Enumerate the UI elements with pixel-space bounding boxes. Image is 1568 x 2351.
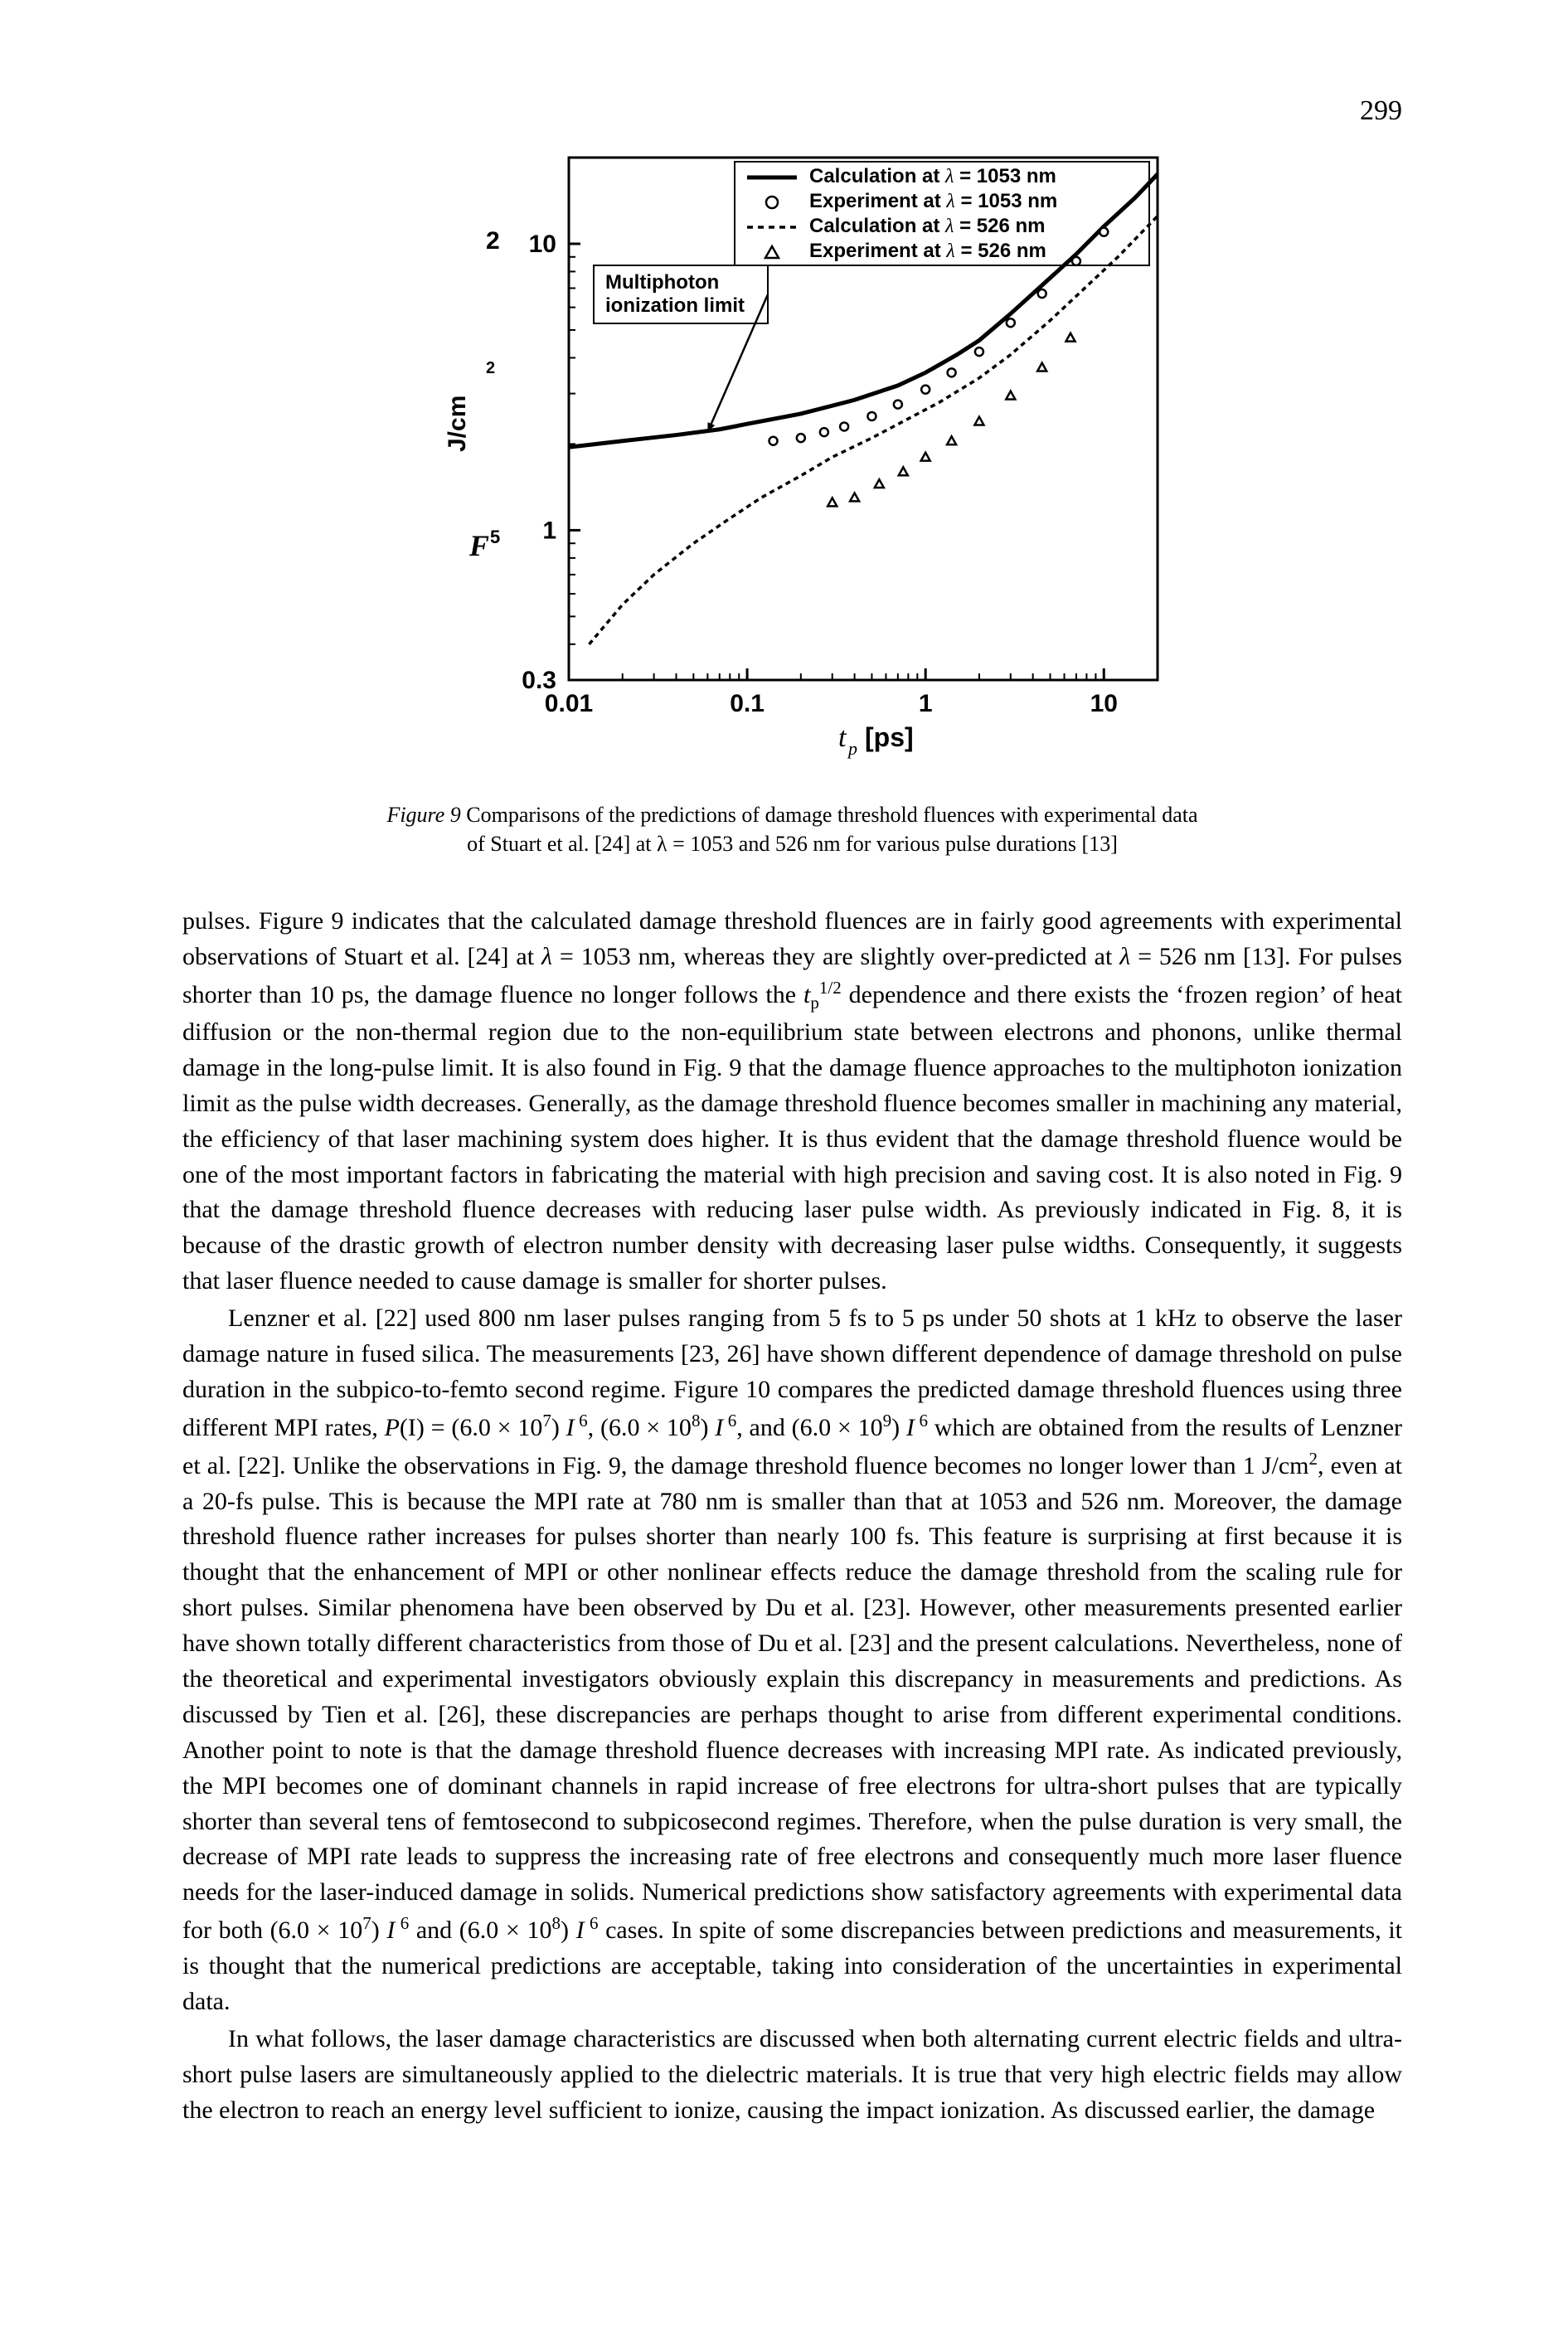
p2i: , even at a 20-fs pulse. This is because… xyxy=(182,1452,1402,1945)
p2-e6d: 6 xyxy=(395,1913,409,1933)
p2-e6b: 6 xyxy=(723,1411,736,1431)
p2-e7b: 7 xyxy=(362,1913,371,1933)
p2-e8: 8 xyxy=(692,1411,701,1431)
body-text: pulses. Figure 9 indicates that the calc… xyxy=(182,904,1402,2128)
p2c: ) xyxy=(551,1414,566,1441)
p3: In what follows, the laser damage charac… xyxy=(182,2025,1402,2124)
p1-tp-sup: 1/2 xyxy=(819,978,842,998)
p2-e6e: 6 xyxy=(585,1913,599,1933)
p2-e8b: 8 xyxy=(551,1913,561,1933)
p1-tp-sub: p xyxy=(810,993,819,1013)
paragraph-2: Lenzner et al. [22] used 800 nm laser pu… xyxy=(182,1301,1402,2020)
svg-text:5: 5 xyxy=(490,527,500,547)
paragraph-3: In what follows, the laser damage charac… xyxy=(182,2022,1402,2129)
svg-text:2: 2 xyxy=(486,227,500,255)
svg-text:J/cm: J/cm xyxy=(444,396,471,452)
caption-line1: Comparisons of the predictions of damage… xyxy=(461,803,1198,827)
svg-text:10: 10 xyxy=(528,231,556,258)
svg-text:Multiphoton: Multiphoton xyxy=(605,271,719,294)
p1-lambda1: λ xyxy=(541,943,552,970)
paragraph-1: pulses. Figure 9 indicates that the calc… xyxy=(182,904,1402,1299)
p2-I1: I xyxy=(566,1414,575,1441)
svg-text:Calculation at λ = 1053 nm: Calculation at λ = 1053 nm xyxy=(809,165,1056,187)
p2b: = (6.0 × 10 xyxy=(425,1414,542,1441)
svg-text:Experiment at λ = 1053 nm: Experiment at λ = 1053 nm xyxy=(809,190,1057,212)
svg-text:0.3: 0.3 xyxy=(522,667,556,694)
svg-text:Calculation at λ = 526 nm: Calculation at λ = 526 nm xyxy=(809,215,1046,237)
caption-lambda: λ xyxy=(657,832,667,856)
p2e: ) xyxy=(700,1414,715,1441)
svg-text:2: 2 xyxy=(486,359,495,377)
chart-svg: 0.010.11100.3110tp[ps]2J/cm2F5Multiphoto… xyxy=(378,108,1207,771)
svg-text:Experiment at λ = 526 nm: Experiment at λ = 526 nm xyxy=(809,240,1046,262)
p2-I4: I xyxy=(386,1916,395,1944)
p2-I2: I xyxy=(715,1414,723,1441)
svg-text:[ps]: [ps] xyxy=(865,722,914,752)
svg-text:p: p xyxy=(847,738,857,759)
p2-I5: I xyxy=(576,1916,585,1944)
figure-caption: Figure 9 Comparisons of the predictions … xyxy=(378,800,1207,858)
svg-text:1: 1 xyxy=(918,690,932,717)
page-number: 299 xyxy=(1360,95,1402,127)
p2-I3: I xyxy=(906,1414,915,1441)
svg-text:t: t xyxy=(838,722,847,753)
p2-PI: (I) xyxy=(400,1414,425,1441)
p1b: = 1053 nm, whereas they are slightly ove… xyxy=(552,943,1119,970)
svg-text:1: 1 xyxy=(542,517,556,544)
p2-e7: 7 xyxy=(542,1411,551,1431)
caption-line2-post: = 1053 and 526 nm for various pulse dura… xyxy=(667,832,1118,856)
p2k: and (6.0 × 10 xyxy=(409,1916,551,1944)
p2d: , (6.0 × 10 xyxy=(588,1414,692,1441)
p2g: ) xyxy=(891,1414,906,1441)
p2j: ) xyxy=(371,1916,387,1944)
p2-e6a: 6 xyxy=(575,1411,588,1431)
figure-9: 0.010.11100.3110tp[ps]2J/cm2F5Multiphoto… xyxy=(378,108,1207,858)
p2-P: P xyxy=(385,1414,400,1441)
p2-e9: 9 xyxy=(883,1411,892,1431)
svg-text:10: 10 xyxy=(1090,690,1117,717)
p2-sq: 2 xyxy=(1309,1449,1318,1469)
caption-label: Figure 9 xyxy=(386,803,460,827)
svg-text:F: F xyxy=(468,529,489,562)
svg-text:ionization limit: ionization limit xyxy=(605,294,745,317)
p2f: , and (6.0 × 10 xyxy=(736,1414,882,1441)
caption-line2-pre: of Stuart et al. [24] at xyxy=(467,832,657,856)
svg-text:0.1: 0.1 xyxy=(730,690,765,717)
p1-lambda2: λ xyxy=(1119,943,1130,970)
p2-e6c: 6 xyxy=(915,1411,928,1431)
p2l: ) xyxy=(561,1916,576,1944)
p1d: dependence and there exists the ‘frozen … xyxy=(182,981,1402,1295)
